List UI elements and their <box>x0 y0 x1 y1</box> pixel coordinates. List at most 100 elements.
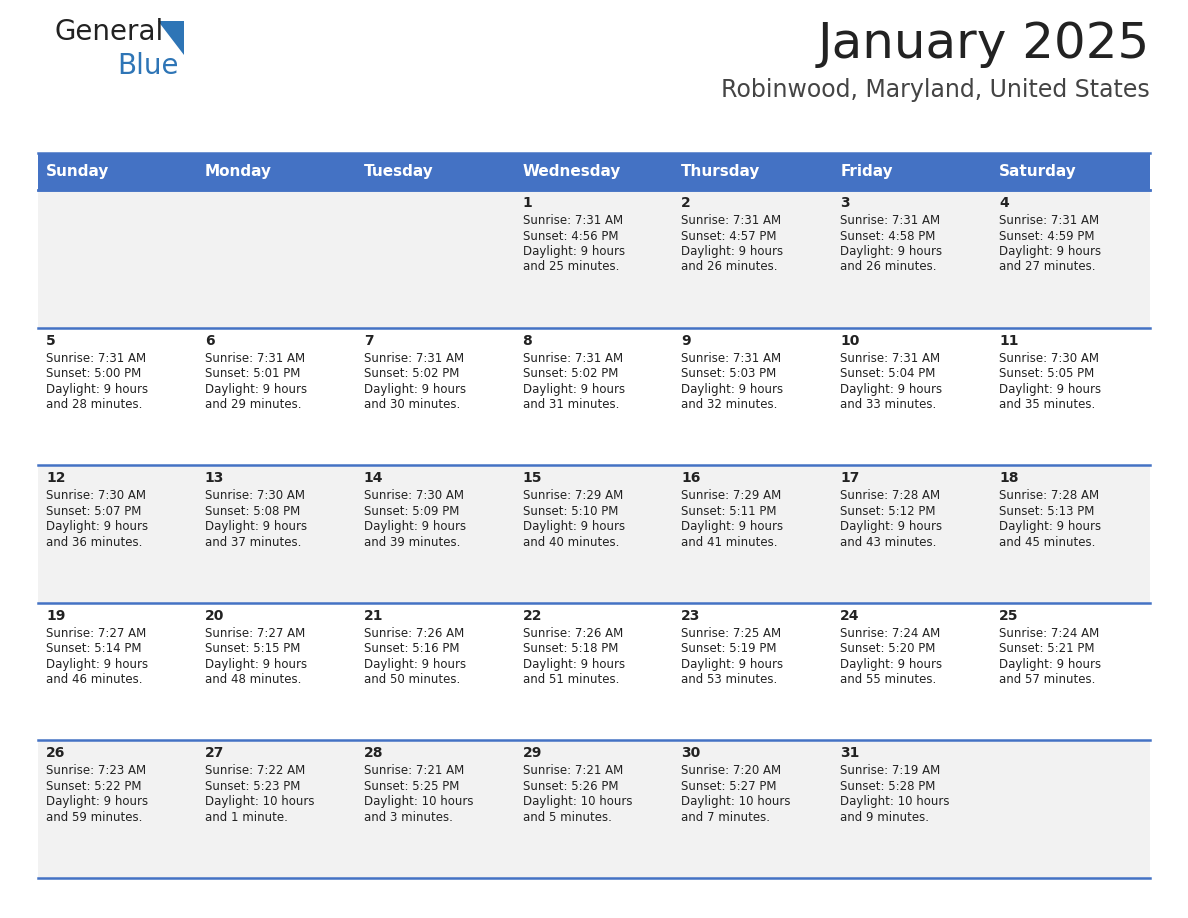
Bar <box>991 741 1150 878</box>
Text: Sunset: 4:59 PM: Sunset: 4:59 PM <box>999 230 1094 242</box>
Text: Sunrise: 7:23 AM: Sunrise: 7:23 AM <box>46 765 146 778</box>
Text: and 57 minutes.: and 57 minutes. <box>999 673 1095 687</box>
Text: and 35 minutes.: and 35 minutes. <box>999 398 1095 411</box>
Bar <box>197 153 355 190</box>
Text: 7: 7 <box>364 333 373 348</box>
Text: and 48 minutes.: and 48 minutes. <box>204 673 302 687</box>
Text: Daylight: 9 hours: Daylight: 9 hours <box>682 383 784 396</box>
Text: Daylight: 9 hours: Daylight: 9 hours <box>204 658 307 671</box>
Text: 11: 11 <box>999 333 1018 348</box>
Bar <box>514 328 674 465</box>
Text: Sunset: 5:03 PM: Sunset: 5:03 PM <box>682 367 777 380</box>
Text: Sunrise: 7:30 AM: Sunrise: 7:30 AM <box>204 489 305 502</box>
Text: Sunrise: 7:26 AM: Sunrise: 7:26 AM <box>364 627 463 640</box>
Text: Daylight: 10 hours: Daylight: 10 hours <box>204 795 315 809</box>
Bar <box>833 328 991 465</box>
Text: and 3 minutes.: and 3 minutes. <box>364 811 453 823</box>
Bar <box>514 153 674 190</box>
Text: Sunrise: 7:31 AM: Sunrise: 7:31 AM <box>999 214 1099 227</box>
Bar <box>197 741 355 878</box>
Text: Tuesday: Tuesday <box>364 164 434 179</box>
Text: Daylight: 9 hours: Daylight: 9 hours <box>999 383 1101 396</box>
Text: Wednesday: Wednesday <box>523 164 621 179</box>
Text: and 41 minutes.: and 41 minutes. <box>682 536 778 549</box>
Text: 1: 1 <box>523 196 532 210</box>
Text: and 33 minutes.: and 33 minutes. <box>840 398 936 411</box>
Text: 17: 17 <box>840 471 860 486</box>
Text: Friday: Friday <box>840 164 893 179</box>
Text: 19: 19 <box>46 609 65 622</box>
Bar <box>38 153 197 190</box>
Text: and 1 minute.: and 1 minute. <box>204 811 287 823</box>
Text: 5: 5 <box>46 333 56 348</box>
Bar <box>197 190 355 328</box>
Text: Daylight: 10 hours: Daylight: 10 hours <box>682 795 791 809</box>
Text: Sunset: 5:26 PM: Sunset: 5:26 PM <box>523 780 618 793</box>
Bar <box>38 741 197 878</box>
Text: Sunset: 5:20 PM: Sunset: 5:20 PM <box>840 643 936 655</box>
Bar <box>991 328 1150 465</box>
Text: Sunrise: 7:27 AM: Sunrise: 7:27 AM <box>46 627 146 640</box>
Text: 27: 27 <box>204 746 225 760</box>
Text: Sunset: 5:22 PM: Sunset: 5:22 PM <box>46 780 141 793</box>
Text: and 53 minutes.: and 53 minutes. <box>682 673 778 687</box>
Bar <box>991 153 1150 190</box>
Bar <box>833 741 991 878</box>
Text: Sunset: 5:04 PM: Sunset: 5:04 PM <box>840 367 936 380</box>
Text: and 29 minutes.: and 29 minutes. <box>204 398 302 411</box>
Text: Daylight: 10 hours: Daylight: 10 hours <box>840 795 949 809</box>
Text: Sunrise: 7:24 AM: Sunrise: 7:24 AM <box>999 627 1099 640</box>
Text: 30: 30 <box>682 746 701 760</box>
Text: January 2025: January 2025 <box>817 20 1150 68</box>
Text: Sunset: 5:11 PM: Sunset: 5:11 PM <box>682 505 777 518</box>
Text: Thursday: Thursday <box>682 164 760 179</box>
Text: Daylight: 9 hours: Daylight: 9 hours <box>523 245 625 258</box>
Text: and 39 minutes.: and 39 minutes. <box>364 536 460 549</box>
Text: Sunset: 5:13 PM: Sunset: 5:13 PM <box>999 505 1094 518</box>
Bar <box>833 153 991 190</box>
Bar <box>38 328 197 465</box>
Text: Sunrise: 7:31 AM: Sunrise: 7:31 AM <box>840 352 941 364</box>
Text: Sunset: 5:08 PM: Sunset: 5:08 PM <box>204 505 301 518</box>
Text: and 32 minutes.: and 32 minutes. <box>682 398 778 411</box>
Bar <box>355 465 514 603</box>
Bar <box>355 190 514 328</box>
Text: 31: 31 <box>840 746 860 760</box>
Text: Daylight: 9 hours: Daylight: 9 hours <box>999 658 1101 671</box>
Text: Sunset: 5:00 PM: Sunset: 5:00 PM <box>46 367 141 380</box>
Text: Sunset: 5:28 PM: Sunset: 5:28 PM <box>840 780 936 793</box>
Text: Sunrise: 7:21 AM: Sunrise: 7:21 AM <box>523 765 623 778</box>
Text: Daylight: 9 hours: Daylight: 9 hours <box>840 521 942 533</box>
Text: Daylight: 9 hours: Daylight: 9 hours <box>523 383 625 396</box>
Text: Sunrise: 7:28 AM: Sunrise: 7:28 AM <box>999 489 1099 502</box>
Text: Daylight: 9 hours: Daylight: 9 hours <box>364 658 466 671</box>
Bar <box>197 328 355 465</box>
Text: Sunrise: 7:31 AM: Sunrise: 7:31 AM <box>46 352 146 364</box>
Bar <box>514 465 674 603</box>
Text: Daylight: 9 hours: Daylight: 9 hours <box>364 383 466 396</box>
Bar <box>991 190 1150 328</box>
Text: Sunrise: 7:31 AM: Sunrise: 7:31 AM <box>682 352 782 364</box>
Text: Sunrise: 7:19 AM: Sunrise: 7:19 AM <box>840 765 941 778</box>
Text: Daylight: 9 hours: Daylight: 9 hours <box>46 383 148 396</box>
Bar <box>514 603 674 741</box>
Text: 16: 16 <box>682 471 701 486</box>
Bar <box>38 190 197 328</box>
Bar <box>38 603 197 741</box>
Text: Sunset: 5:07 PM: Sunset: 5:07 PM <box>46 505 141 518</box>
Text: Daylight: 9 hours: Daylight: 9 hours <box>523 658 625 671</box>
Text: Daylight: 10 hours: Daylight: 10 hours <box>364 795 473 809</box>
Text: 6: 6 <box>204 333 214 348</box>
Text: 4: 4 <box>999 196 1009 210</box>
Text: Sunrise: 7:26 AM: Sunrise: 7:26 AM <box>523 627 623 640</box>
Text: 25: 25 <box>999 609 1018 622</box>
Bar <box>674 603 833 741</box>
Text: Sunset: 5:10 PM: Sunset: 5:10 PM <box>523 505 618 518</box>
Text: Sunset: 5:27 PM: Sunset: 5:27 PM <box>682 780 777 793</box>
Text: Daylight: 9 hours: Daylight: 9 hours <box>840 383 942 396</box>
Text: 2: 2 <box>682 196 691 210</box>
Text: Sunday: Sunday <box>46 164 109 179</box>
Text: Sunrise: 7:31 AM: Sunrise: 7:31 AM <box>840 214 941 227</box>
Text: 13: 13 <box>204 471 225 486</box>
Bar <box>514 741 674 878</box>
